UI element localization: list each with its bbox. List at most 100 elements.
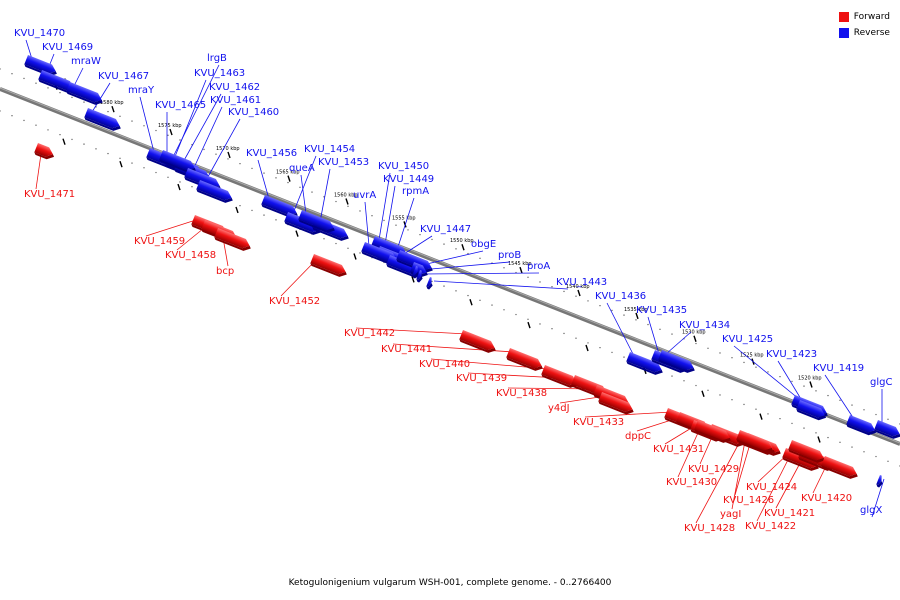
gene-label: KVU_1420 xyxy=(801,493,852,504)
leader-line xyxy=(300,174,307,215)
gene-label: KVU_1435 xyxy=(636,305,687,316)
gene-label: KVU_1460 xyxy=(228,107,279,118)
kbp-tick-label: 1520 kbp xyxy=(798,376,822,382)
gene-label: mraW xyxy=(71,56,101,67)
gene-label: mraY xyxy=(128,85,155,96)
leader-line xyxy=(319,168,331,223)
kbp-tick-label: 1525 kbp xyxy=(740,353,764,359)
gene-label: KVU_1453 xyxy=(318,157,369,168)
gene-label: proB xyxy=(498,250,521,261)
gene-label: uvrA xyxy=(353,190,376,201)
leader-line xyxy=(91,82,111,113)
kbp-tick-label: 1550 kbp xyxy=(450,238,474,244)
gene-label: KVU_1442 xyxy=(344,328,395,339)
gene-label: KVU_1443 xyxy=(556,277,607,288)
gene-label: glgC xyxy=(870,377,892,388)
kbp-tick-label: 1575 kbp xyxy=(158,123,182,129)
leader-line xyxy=(606,302,635,357)
leader-line xyxy=(433,280,569,290)
gene-label: KVU_1458 xyxy=(165,250,216,261)
kbp-tick-label: 1560 kbp xyxy=(334,192,358,198)
gene-label: KVU_1470 xyxy=(14,28,65,39)
legend-forward-label: Forward xyxy=(853,11,890,22)
leader-line xyxy=(291,155,317,217)
kbp-tick-label: 1530 kbp xyxy=(682,330,706,336)
gene-label: dppC xyxy=(625,431,651,442)
leader-line xyxy=(145,218,200,237)
kbp-tick-label: 1565 kbp xyxy=(276,170,300,176)
leader-line xyxy=(181,93,222,165)
gene-label: KVU_1454 xyxy=(304,144,355,155)
gene-label: KVU_1419 xyxy=(813,363,864,374)
gene-label: y4dJ xyxy=(548,403,570,414)
gene-label: KVU_1430 xyxy=(666,477,717,488)
gene-label: KVU_1429 xyxy=(688,464,739,475)
leader-line xyxy=(695,433,745,524)
gene-label: queA xyxy=(289,163,315,174)
genome-backbone-line xyxy=(0,87,900,446)
gene-label: KVU_1424 xyxy=(746,482,797,493)
leader-line xyxy=(584,411,673,418)
gene-label: KVU_1428 xyxy=(684,523,735,534)
leader-line xyxy=(257,159,270,200)
legend: Forward Reverse xyxy=(838,10,890,42)
reverse-swatch-icon xyxy=(838,27,849,38)
leader-line xyxy=(378,172,391,241)
gene-label: KVU_1463 xyxy=(194,68,245,79)
leader-line xyxy=(647,316,660,355)
gene-label: KVU_1450 xyxy=(378,161,429,172)
gene-label: KVU_1469 xyxy=(42,42,93,53)
gene-label: KVU_1434 xyxy=(679,320,730,331)
leader-line xyxy=(731,435,747,510)
gene-label: KVU_1425 xyxy=(722,334,773,345)
leader-line xyxy=(139,96,155,153)
kbp-tick-label: 1540 kbp xyxy=(566,284,590,290)
gene-label: bcp xyxy=(216,266,234,277)
leader-line xyxy=(423,272,540,275)
gene-label: KVU_1422 xyxy=(745,521,796,532)
gene-label: rpmA xyxy=(402,186,429,197)
gene-label: KVU_1436 xyxy=(595,291,646,302)
leader-line xyxy=(733,345,800,400)
leader-line xyxy=(173,79,207,160)
leader-line xyxy=(777,360,805,405)
leader-line xyxy=(73,67,84,87)
kbp-tick-label: 1535 kbp xyxy=(624,307,648,313)
kbp-tick-label: 1580 kbp xyxy=(100,100,124,106)
leader-line xyxy=(403,235,433,255)
leader-line xyxy=(203,118,241,185)
gene-label: glgX xyxy=(860,505,882,516)
gene-label: yagI xyxy=(720,509,741,520)
gene-label: KVU_1462 xyxy=(209,82,260,93)
gene-label: KVU_1423 xyxy=(766,349,817,360)
gene-label: KVU_1456 xyxy=(246,148,297,159)
leader-line xyxy=(25,39,33,60)
leader-line xyxy=(419,261,511,271)
gene-label: KVU_1449 xyxy=(383,174,434,185)
leader-line xyxy=(355,327,468,335)
gene-label: KVU_1459 xyxy=(134,236,185,247)
forward-swatch-icon xyxy=(838,11,849,22)
gene-label: KVU_1452 xyxy=(269,296,320,307)
gene-labels: KVU_1470 KVU_1469 mraW KVU_1467 mraY lrgB KVU_… xyxy=(14,28,892,534)
gene-label: KVU_1465 xyxy=(155,100,206,111)
leader-line xyxy=(171,64,220,160)
gene-label: KVU_1433 xyxy=(573,417,624,428)
gene-label: KVU_1439 xyxy=(456,373,507,384)
gene-label: KVU_1441 xyxy=(381,344,432,355)
gene-label: KVU_1438 xyxy=(496,388,547,399)
leader-line xyxy=(383,185,396,251)
gene-label: KVU_1461 xyxy=(210,95,261,106)
gene-label: KVU_1426 xyxy=(723,495,774,506)
legend-forward: Forward xyxy=(838,10,890,23)
leader-line xyxy=(191,106,223,173)
gene-label: proA xyxy=(527,261,550,272)
gene-label: KVU_1447 xyxy=(420,224,471,235)
kbp-tick-label: 1555 kbp xyxy=(392,215,416,221)
leader-line xyxy=(665,331,692,355)
gene-label: lrgB xyxy=(207,53,227,64)
gene-label: KVU_1421 xyxy=(764,508,815,519)
gene-arrows xyxy=(24,55,900,488)
